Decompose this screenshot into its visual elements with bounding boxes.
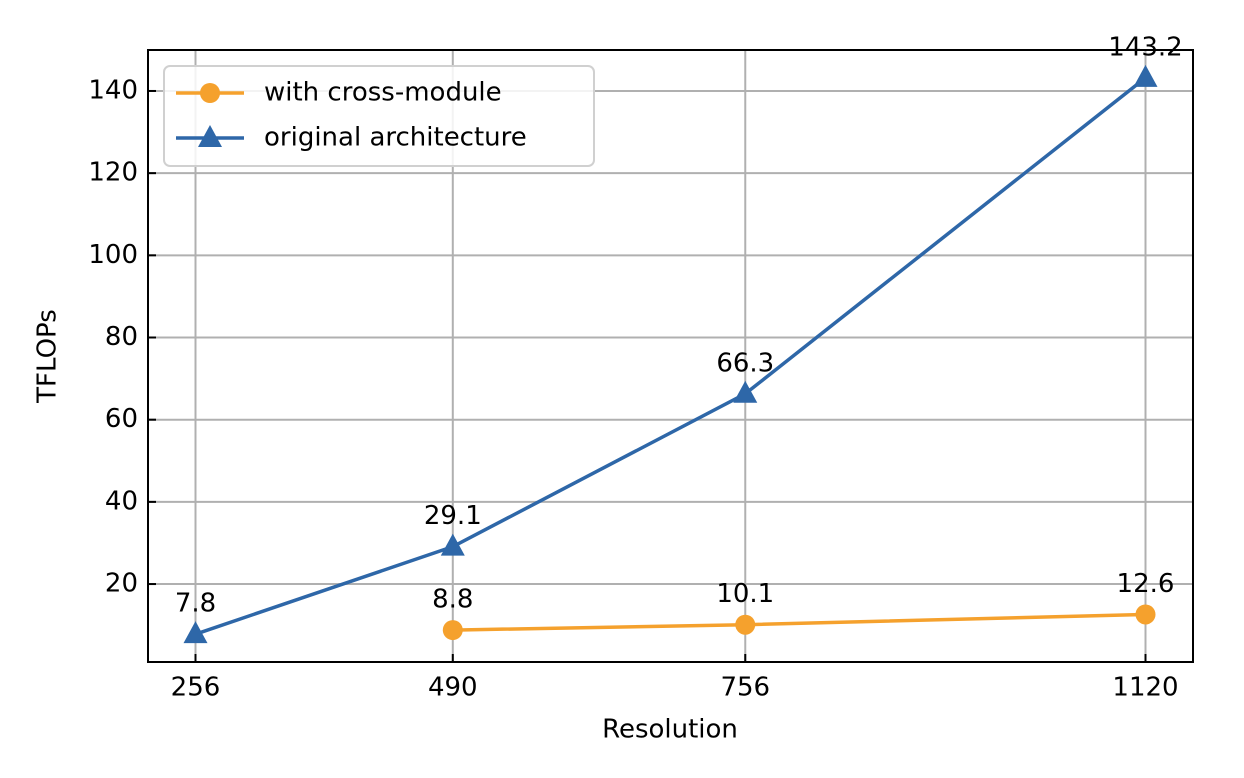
point: [1135, 604, 1156, 625]
data-label: 66.3: [716, 348, 774, 378]
y-axis-label: TFLOPs: [33, 309, 63, 404]
y-tick-label: 120: [88, 158, 138, 188]
data-label: 10.1: [716, 579, 774, 609]
data-label: 7.8: [175, 589, 216, 619]
data-label: 12.6: [1117, 569, 1175, 599]
y-tick-label: 40: [105, 486, 138, 516]
data-label: 8.8: [432, 585, 473, 615]
legend-box: [163, 65, 595, 167]
x-tick-label: 490: [428, 673, 478, 703]
legend-marker: [200, 83, 220, 103]
x-tick-label: 756: [720, 673, 770, 703]
point: [183, 621, 208, 644]
x-tick-label: 256: [171, 673, 221, 703]
point: [733, 380, 758, 403]
point: [440, 533, 465, 556]
y-tick-label: 100: [88, 240, 138, 270]
legend-marker: [198, 125, 222, 147]
y-tick-label: 140: [88, 75, 138, 105]
plot-frame: [147, 49, 1194, 663]
legend-label: with cross-module: [264, 78, 502, 108]
data-label: 29.1: [424, 501, 482, 531]
legend: with cross-module original architecture: [163, 65, 595, 167]
series-line: [452, 612, 1146, 632]
data-label: 143.2: [1108, 32, 1182, 62]
point: [735, 614, 756, 635]
y-tick-label: 80: [105, 322, 138, 352]
x-axis-label: Resolution: [602, 715, 738, 745]
point: [1133, 64, 1158, 87]
point: [442, 620, 463, 641]
legend-label: original architecture: [264, 123, 527, 153]
y-tick-label: 60: [105, 404, 138, 434]
series-line: [194, 76, 1147, 636]
x-tick-label: 1120: [1112, 673, 1178, 703]
y-tick-label: 20: [105, 569, 138, 599]
